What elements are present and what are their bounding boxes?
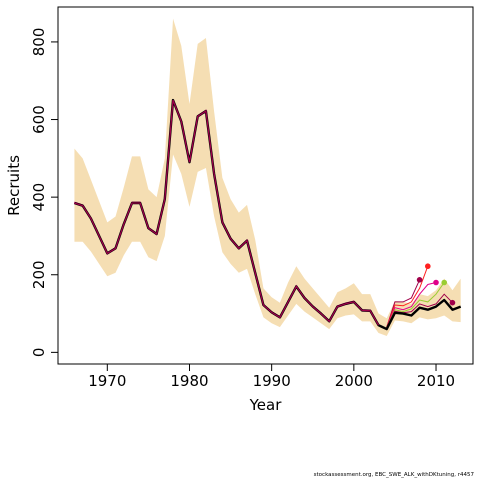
retro-endpoint [441, 279, 448, 286]
y-axis: 0 200 400 600 800 [30, 28, 58, 358]
confidence-band [74, 18, 461, 337]
x-tick-label: 1990 [253, 372, 291, 390]
x-tick-label: 1980 [170, 372, 208, 390]
x-tick-label: 1970 [88, 372, 126, 390]
retro-series-line [386, 293, 453, 329]
retro-endpoints-layer [416, 263, 456, 306]
series-lines-layer [74, 98, 462, 331]
y-tick-label: 600 [30, 105, 48, 134]
retro-series-line [386, 282, 445, 329]
retro-endpoint [416, 276, 423, 283]
x-axis: 1970 1980 1990 2000 2010 [88, 364, 455, 390]
retro-series-line [386, 279, 421, 328]
y-tick-label: 0 [30, 348, 48, 358]
footer-source-note: stockassessment.org, EBC_SWE_ALK_withDKt… [313, 472, 474, 478]
estimate-overlay-line [74, 99, 380, 326]
retro-series-line [386, 282, 437, 329]
x-axis-title: Year [249, 396, 283, 414]
retro-endpoint [425, 263, 431, 270]
confidence-band-layer [74, 18, 461, 337]
x-tick-label: 2010 [417, 372, 455, 390]
retro-series-line [386, 266, 429, 328]
plot-frame [57, 6, 474, 365]
y-tick-label: 200 [30, 260, 48, 289]
x-tick-label: 2000 [335, 372, 373, 390]
y-axis-title: Recruits [5, 155, 23, 216]
retro-endpoint [449, 299, 456, 306]
y-tick-label: 400 [30, 183, 48, 212]
y-tick-label: 800 [30, 28, 48, 57]
retro-endpoint [433, 279, 439, 286]
